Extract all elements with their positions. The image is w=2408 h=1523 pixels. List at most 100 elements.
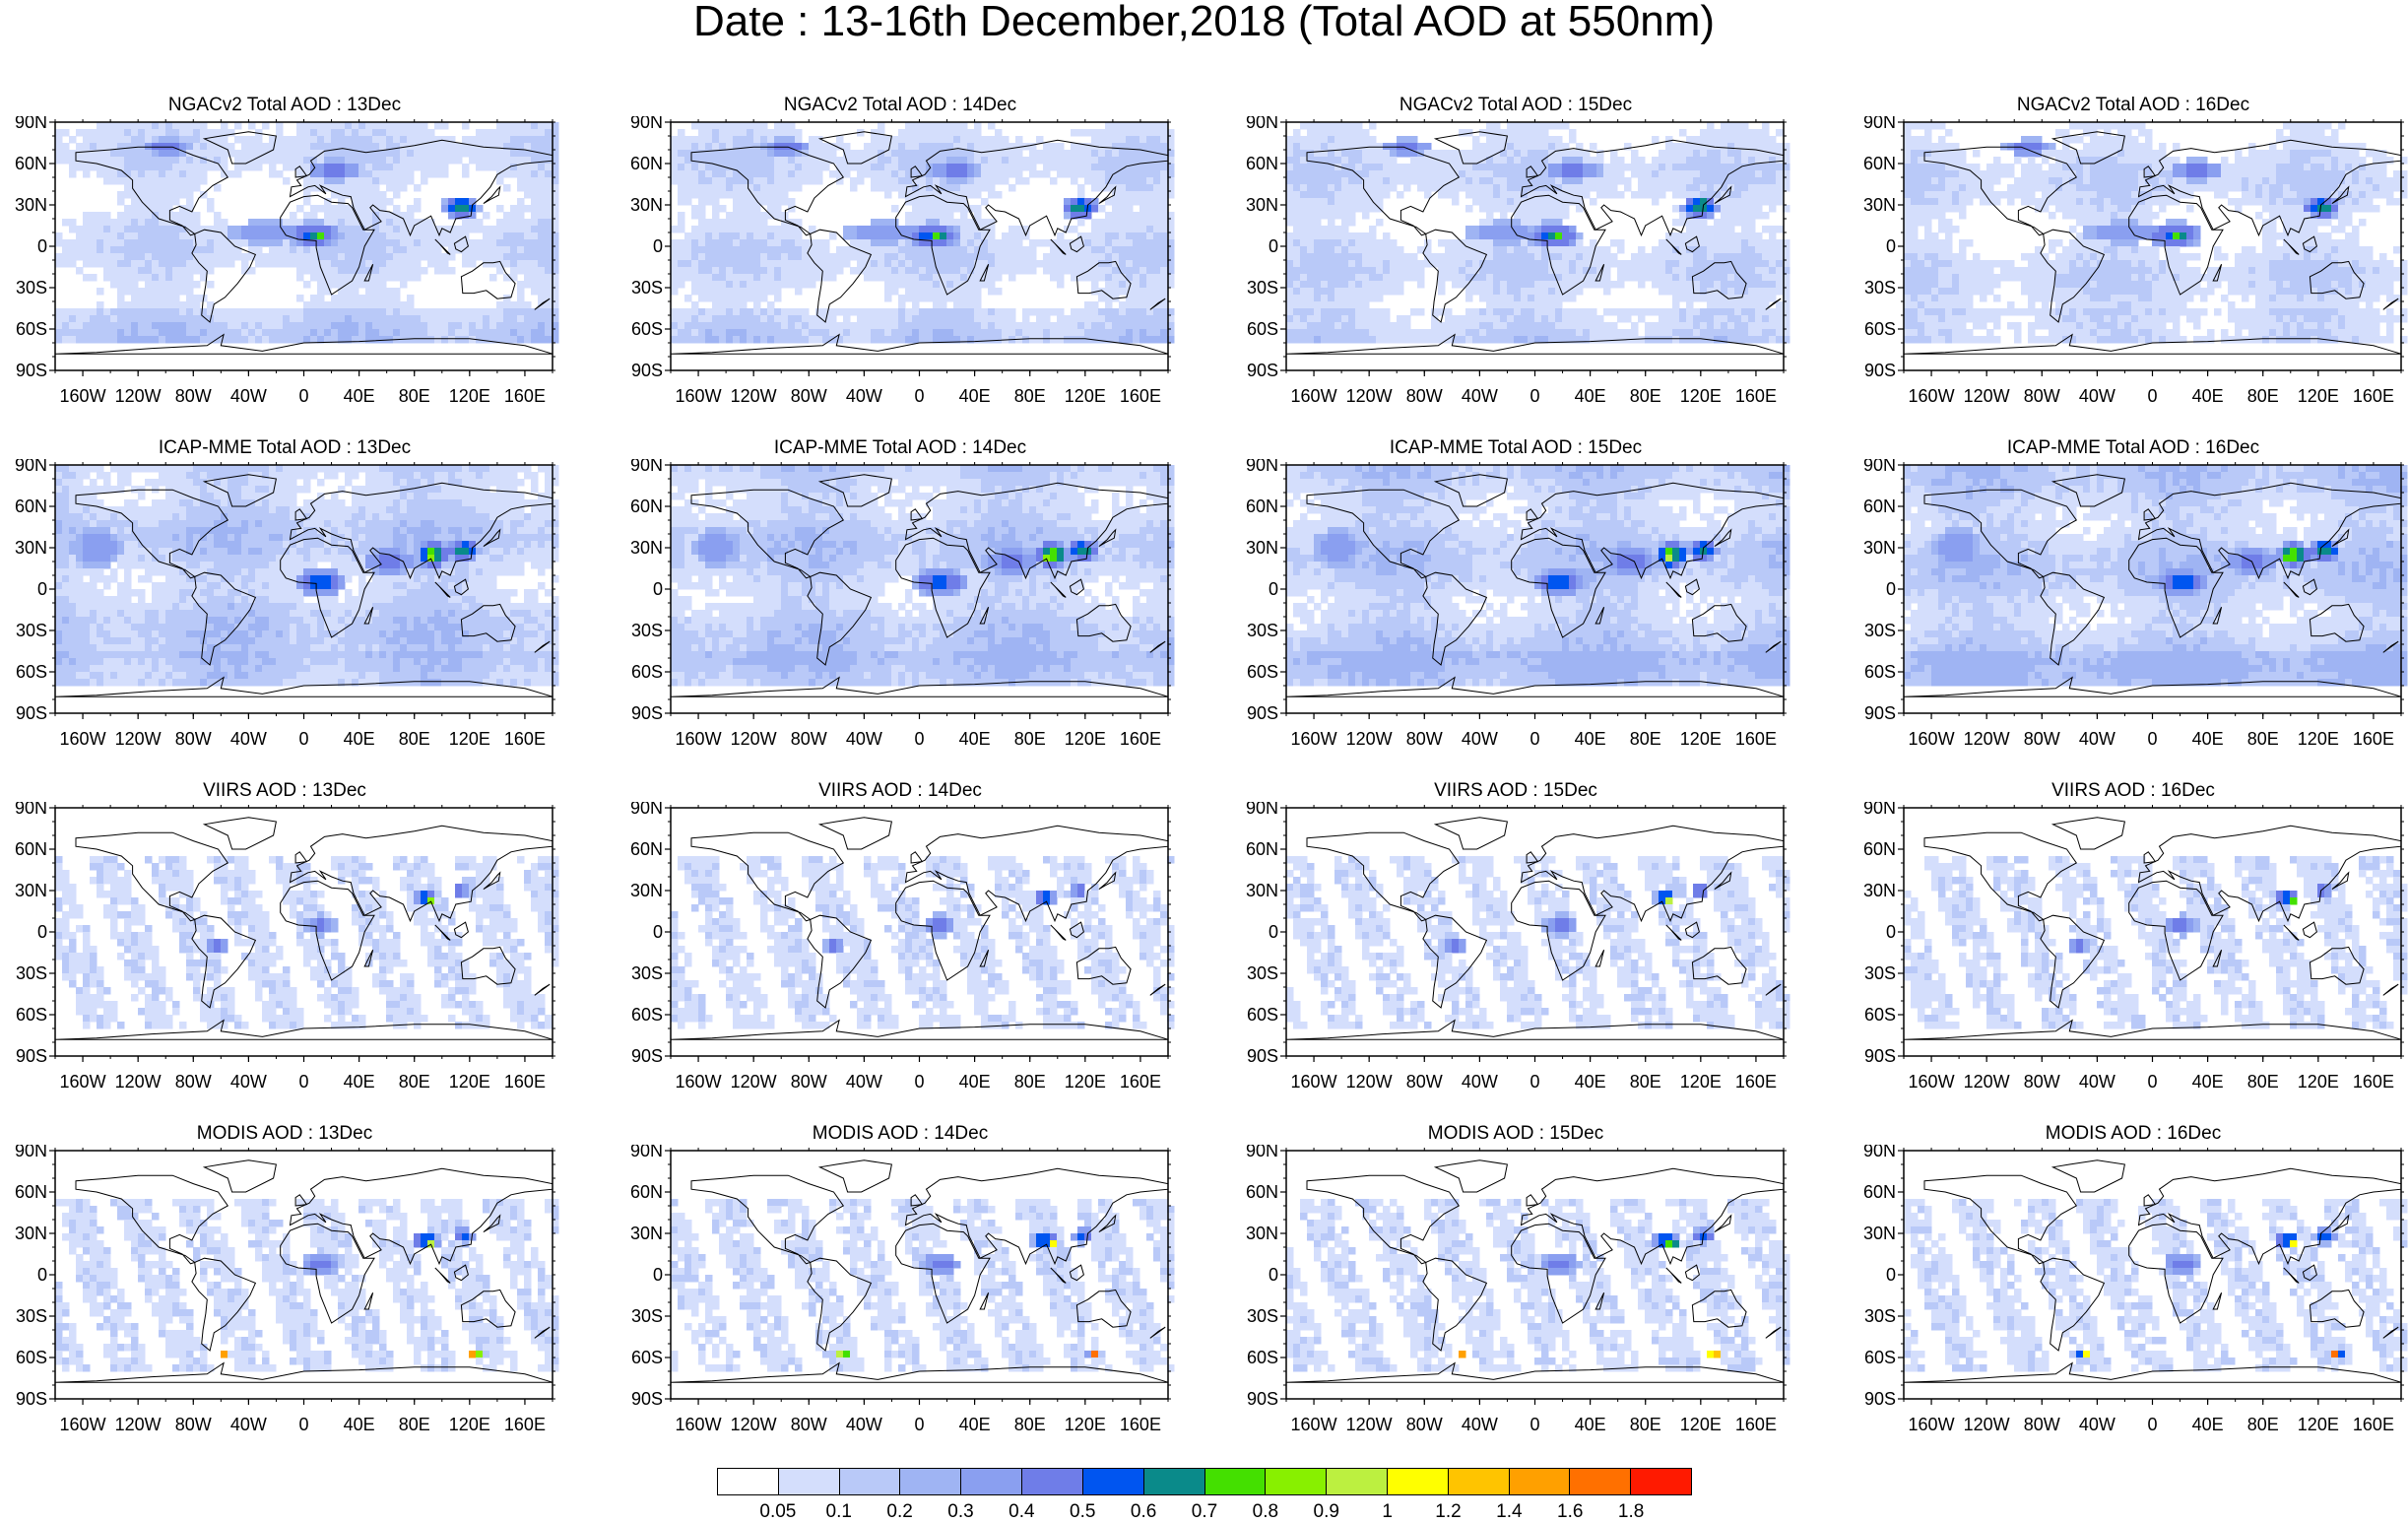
aod-map: 90N 60N 30N 0 30S 60S 90S 160W 120W 80W 40W 0 40E 80E… [1863,459,2408,749]
lon-tick-label: 0 [1529,1072,1539,1092]
lon-tick-label: 160W [1909,386,1955,406]
lat-tick-label: 0 [1886,236,1896,256]
panel-title: ICAP-MME Total AOD : 14Dec [616,433,1185,463]
lon-tick-label: 40W [230,1415,267,1434]
lat-tick-label: 60N [15,839,47,859]
lon-tick-label: 120W [115,1415,162,1434]
lat-tick-label: 30N [15,1224,47,1243]
lon-tick-label: 40W [2079,386,2115,406]
colorbar-legend: 0.05 0.1 0.2 0.3 0.4 0.5 0.6 0.7 0.8 0.9 1 1.2 1.4 1.… [717,1468,1692,1522]
lon-tick-label: 80E [1014,1415,1046,1434]
lon-tick-label: 120W [1964,386,2010,406]
lon-tick-label: 160W [676,1415,722,1434]
lon-tick-label: 120E [1065,386,1106,406]
lon-tick-label: 40E [959,1415,991,1434]
lat-tick-label: 60S [631,1348,663,1367]
colorbar-swatch [1448,1469,1510,1494]
map-panel: ICAP-MME Total AOD : 15Dec 90N 60N 30N 0 30S 6… [1231,433,1800,759]
lat-tick-label: 30S [631,278,663,298]
lat-tick-label: 60N [1246,154,1278,173]
colorbar-swatch [1387,1469,1449,1494]
lat-tick-label: 30S [1864,621,1896,640]
lon-tick-label: 80W [2024,729,2060,749]
lon-tick-label: 0 [2147,1415,2157,1434]
lat-tick-label: 90N [1246,1145,1278,1160]
lat-tick-label: 90S [1247,1046,1278,1066]
lat-tick-label: 90N [15,459,47,475]
lon-tick-label: 40W [230,729,267,749]
lat-tick-label: 90N [1246,116,1278,132]
aod-map: 90N 60N 30N 0 30S 60S 90S 160W 120W 80W 40W 0 40E 80E… [15,116,559,406]
lat-tick-label: 60S [1247,1348,1278,1367]
coastlines [1285,1159,1785,1383]
lat-tick-label: 0 [1269,922,1278,942]
colorbar-swatch [1327,1469,1388,1494]
lon-tick-label: 160E [2353,1415,2394,1434]
coastlines [1903,474,2402,697]
lat-tick-label: 60S [16,1005,47,1025]
lat-tick-label: 30N [630,538,663,558]
map-panel: VIIRS AOD : 14Dec 90N 60N 30N 0 30S 60S 90S 160W… [616,776,1185,1101]
aod-field [55,856,559,1029]
lon-tick-label: 0 [914,729,924,749]
panel-title: ICAP-MME Total AOD : 15Dec [1231,433,1800,463]
lat-tick-label: 0 [37,922,47,942]
lat-tick-label: 30S [1864,1306,1896,1326]
lon-tick-label: 80E [2247,1072,2279,1092]
panel-title: MODIS AOD : 14Dec [616,1119,1185,1149]
lat-tick-label: 90N [1863,802,1896,818]
lon-tick-label: 0 [1529,729,1539,749]
aod-map: 90N 60N 30N 0 30S 60S 90S 160W 120W 80W 40W 0 40E 80E… [1246,116,1790,406]
lat-tick-label: 30N [630,195,663,215]
coastlines [670,1159,1169,1383]
lon-tick-label: 160W [60,729,106,749]
colorbar-label: 1.4 [1496,1501,1522,1523]
lat-tick-label: 90S [1864,703,1896,723]
lon-tick-label: 160W [1291,386,1337,406]
lon-tick-label: 0 [2147,386,2157,406]
lat-tick-label: 30S [1864,278,1896,298]
lon-tick-label: 40W [2079,1072,2115,1092]
lon-tick-label: 160E [504,386,546,406]
lat-tick-label: 90S [1247,361,1278,380]
colorbar-swatch [900,1469,962,1494]
lon-tick-label: 120W [1964,1072,2010,1092]
coastlines [1903,1159,2402,1383]
lat-tick-label: 60N [630,154,663,173]
lat-tick-label: 90S [16,1389,47,1409]
aod-map: 90N 60N 30N 0 30S 60S 90S 160W 120W 80W 40W 0 40E 80E… [1863,1145,2408,1434]
lon-tick-label: 0 [298,386,308,406]
lat-tick-label: 30N [15,195,47,215]
lon-tick-label: 160E [1735,1072,1777,1092]
lat-tick-label: 60S [631,319,663,339]
lon-tick-label: 40W [230,386,267,406]
colorbar-label: 0.9 [1314,1501,1339,1523]
lon-tick-label: 40W [846,1072,882,1092]
lon-tick-label: 40E [2192,386,2224,406]
lon-tick-label: 160E [1120,1072,1161,1092]
lon-tick-label: 160W [676,729,722,749]
colorbar-label: 0.1 [826,1501,852,1523]
aod-field [1286,856,1790,1029]
colorbar-label: 0.05 [759,1501,796,1523]
lat-tick-label: 0 [37,236,47,256]
lon-tick-label: 40E [1575,1072,1606,1092]
lat-tick-label: 90N [630,1145,663,1160]
lat-tick-label: 60S [16,1348,47,1367]
lon-tick-label: 120W [731,1072,777,1092]
panel-title: NGACv2 Total AOD : 15Dec [1231,91,1800,120]
lon-tick-label: 120W [1346,1415,1393,1434]
lon-tick-label: 40E [959,729,991,749]
lon-tick-label: 80W [1406,386,1443,406]
lon-tick-label: 160W [1909,1072,1955,1092]
lon-tick-label: 160W [1909,1415,1955,1434]
lon-tick-label: 40W [230,1072,267,1092]
lon-tick-label: 160W [1909,729,1955,749]
lat-tick-label: 30N [1246,881,1278,900]
lat-tick-label: 90S [631,703,663,723]
map-panel: MODIS AOD : 15Dec 90N 60N 30N 0 30S 60S 90S 160W… [1231,1119,1800,1444]
lat-tick-label: 60N [1246,839,1278,859]
lon-tick-label: 160E [1735,729,1777,749]
panel-title: ICAP-MME Total AOD : 16Dec [1849,433,2408,463]
map-panel: MODIS AOD : 14Dec 90N 60N 30N 0 30S 60S 90S 160W… [616,1119,1185,1444]
